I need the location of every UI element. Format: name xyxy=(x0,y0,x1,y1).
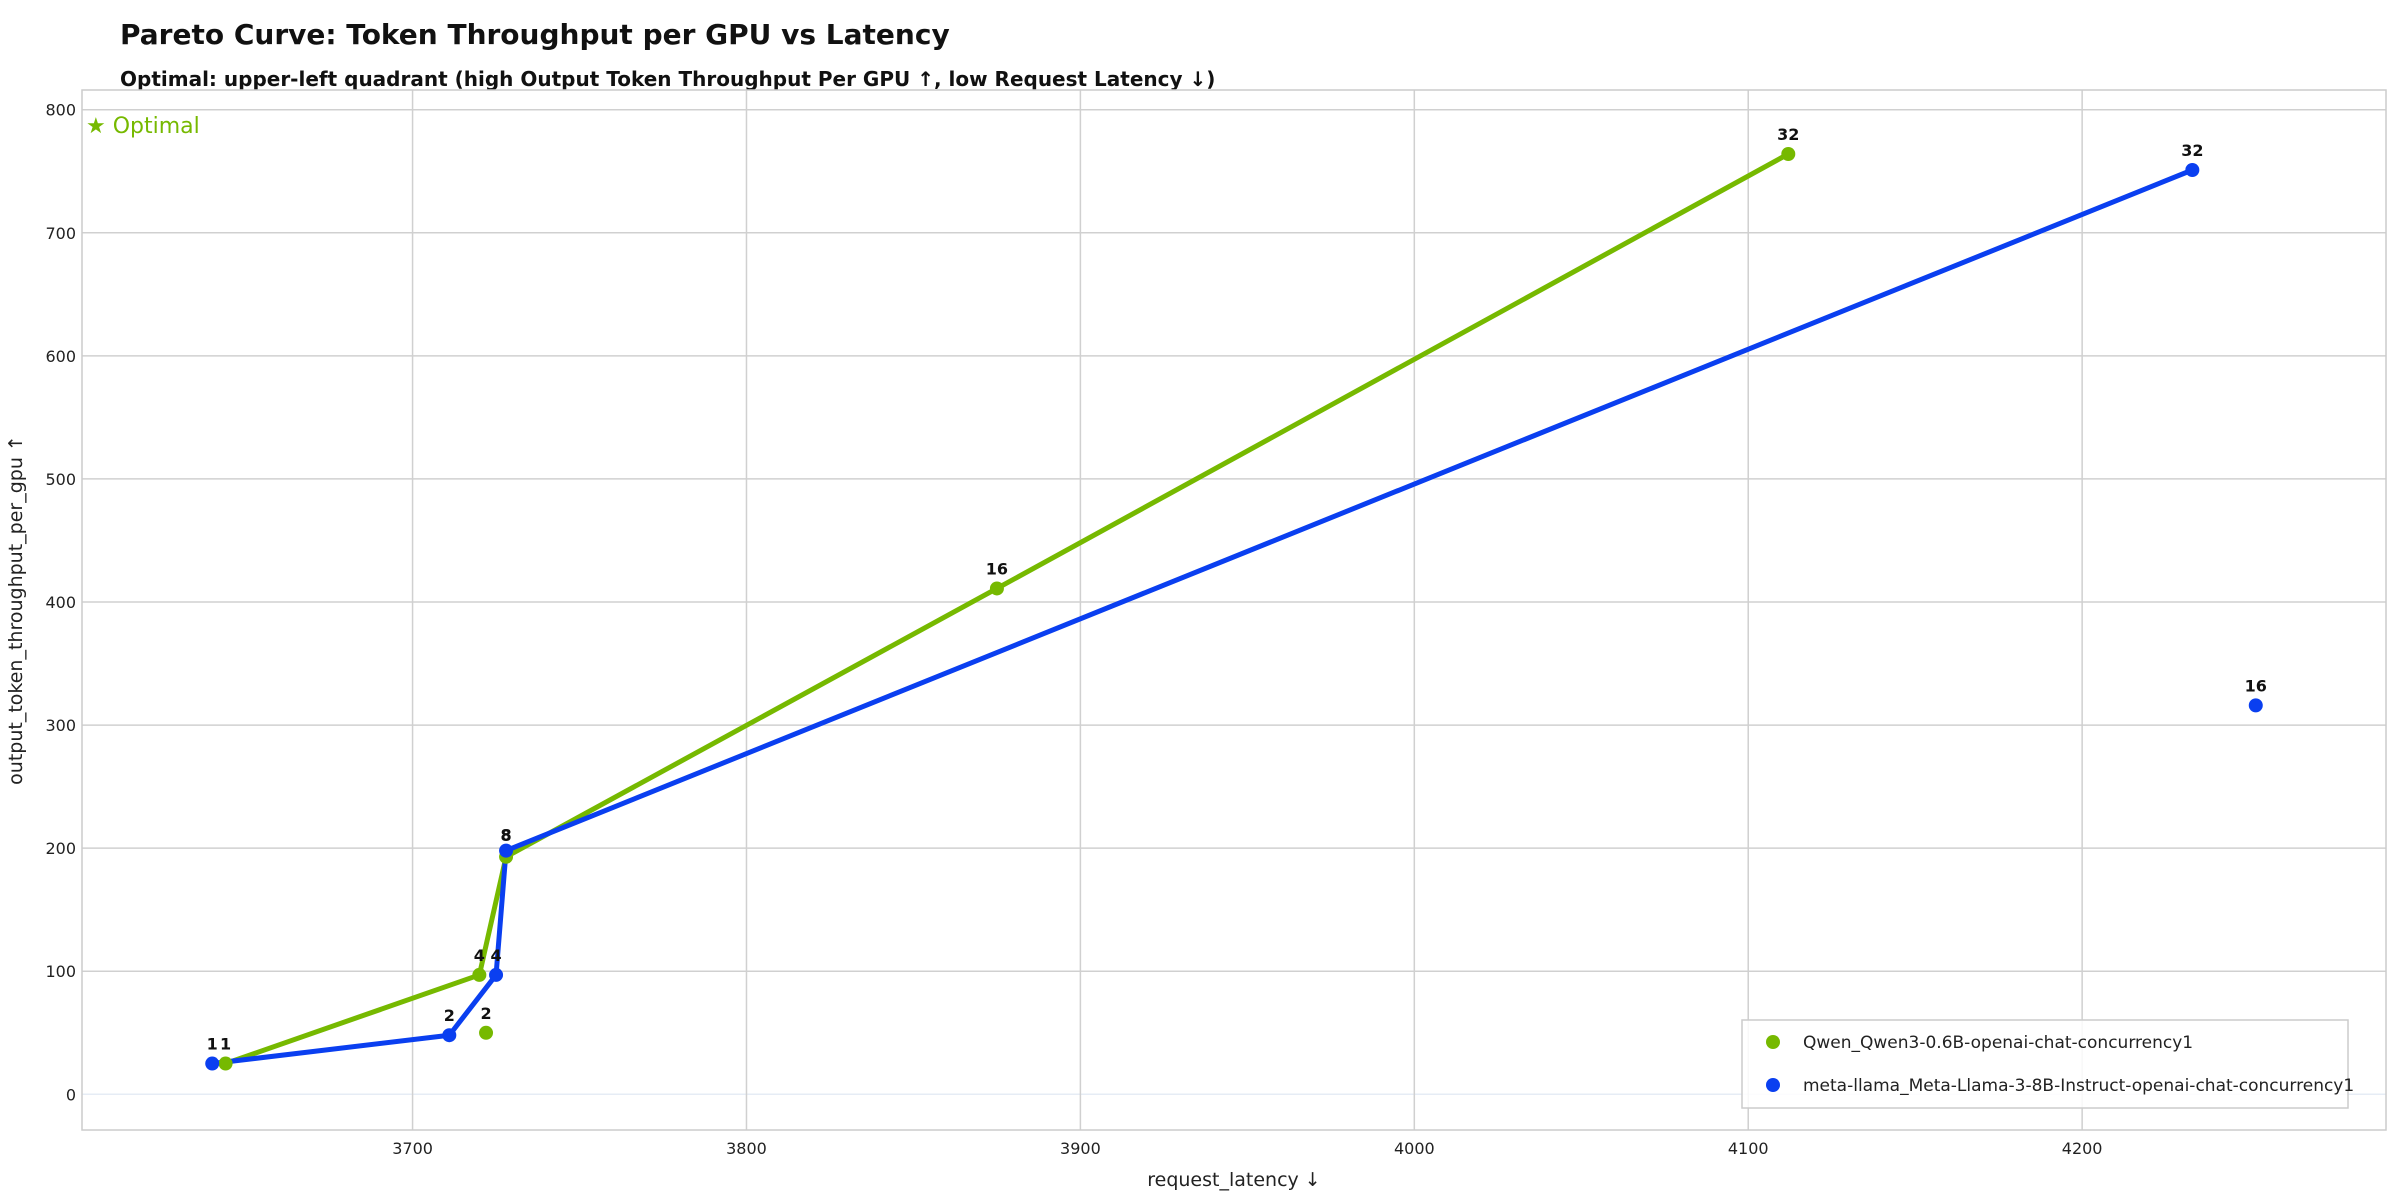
optimal-annotation: ★ Optimal xyxy=(86,114,200,139)
legend: Qwen_Qwen3-0.6B-openai-chat-concurrency1… xyxy=(1741,1019,2354,1109)
point-label: 1 xyxy=(220,1035,231,1054)
grid-lines xyxy=(82,90,2386,1130)
data-point xyxy=(499,843,514,858)
x-axis-label: request_latency ↓ xyxy=(1147,1169,1320,1191)
point-label: 32 xyxy=(2181,141,2203,160)
x-tick-label: 3800 xyxy=(726,1139,767,1158)
chart-title: Pareto Curve: Token Throughput per GPU v… xyxy=(120,18,950,51)
y-tick-label: 100 xyxy=(45,962,76,981)
x-tick-label: 3900 xyxy=(1060,1139,1101,1158)
legend-box xyxy=(1741,1019,2349,1109)
y-tick-label: 200 xyxy=(45,839,76,858)
point-label: 8 xyxy=(500,826,511,845)
y-axis-ticks: 0 100 200 300 400 500 600 700 800 xyxy=(45,101,76,1105)
point-label: 32 xyxy=(1777,125,1799,144)
point-label: 16 xyxy=(986,559,1008,578)
point-label: 8 xyxy=(500,826,511,845)
data-point xyxy=(442,1028,457,1043)
data-point xyxy=(205,1056,220,1071)
data-point xyxy=(218,1056,233,1071)
x-tick-label: 4200 xyxy=(2062,1139,2103,1158)
series-lines xyxy=(211,151,2194,1067)
data-point xyxy=(489,967,504,982)
y-axis-label: output_token_throughput_per_gpu ↑ xyxy=(5,435,27,785)
pareto-line xyxy=(224,151,1790,1066)
x-tick-label: 4000 xyxy=(1394,1139,1435,1158)
x-tick-label: 3700 xyxy=(392,1139,433,1158)
x-axis-ticks: 3700 3800 3900 4000 4100 4200 xyxy=(392,1139,2102,1158)
pareto-line xyxy=(211,167,2194,1067)
point-label: 4 xyxy=(474,946,485,965)
data-point xyxy=(989,581,1004,596)
y-tick-label: 400 xyxy=(45,593,76,612)
y-tick-label: 500 xyxy=(45,470,76,489)
data-point xyxy=(1781,147,1796,161)
legend-marker-qwen xyxy=(1766,1035,1780,1049)
y-tick-label: 0 xyxy=(66,1085,76,1104)
data-point xyxy=(472,967,487,982)
legend-label-llama: meta-llama_Meta-Llama-3-8B-Instruct-open… xyxy=(1803,1076,2354,1096)
legend-label-qwen: Qwen_Qwen3-0.6B-openai-chat-concurrency1 xyxy=(1803,1033,2193,1053)
y-tick-label: 600 xyxy=(45,347,76,366)
point-label: 2 xyxy=(444,1006,455,1025)
legend-marker-llama xyxy=(1766,1078,1780,1092)
data-point xyxy=(479,1025,494,1040)
point-label: 1 xyxy=(207,1035,218,1054)
x-tick-label: 4100 xyxy=(1728,1139,1769,1158)
y-tick-label: 700 xyxy=(45,224,76,243)
plot-frame xyxy=(81,89,2387,1131)
point-label: 16 xyxy=(2245,676,2267,695)
chart-subtitle: Optimal: upper-left quadrant (high Outpu… xyxy=(120,67,1216,91)
data-point xyxy=(2185,163,2200,177)
y-tick-label: 300 xyxy=(45,716,76,735)
point-label: 4 xyxy=(490,946,501,965)
point-label: 2 xyxy=(480,1004,491,1023)
data-point xyxy=(2248,698,2263,713)
y-tick-label: 800 xyxy=(45,101,76,120)
